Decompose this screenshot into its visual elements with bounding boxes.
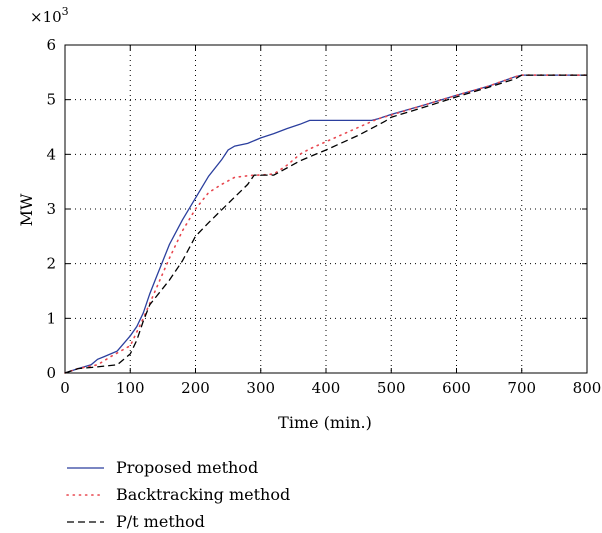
x-tick-label: 200 [181, 379, 210, 397]
y-exponent-base: ×10 [30, 8, 62, 26]
legend-label-2: Backtracking method [116, 485, 290, 504]
x-tick-label: 500 [377, 379, 406, 397]
x-tick-label: 100 [116, 379, 145, 397]
y-tick-label: 1 [46, 309, 56, 327]
series-line-2 [64, 74, 588, 374]
y-axis-label: MW [17, 193, 36, 226]
tick-layer: 0 100 200 300 400 500 600 700 800 0 1 2 3 4 5 6 [46, 36, 601, 397]
x-tick-label: 600 [442, 379, 471, 397]
x-axis-label: Time (min.) [278, 413, 372, 432]
grid [65, 45, 587, 373]
legend: Proposed method Backtracking method P/t me… [66, 458, 290, 531]
x-tick-label: 700 [507, 379, 536, 397]
y-exponent-power: 3 [62, 5, 69, 18]
series-line-1 [64, 74, 587, 374]
y-tick-label: 5 [46, 91, 56, 109]
legend-label-1: Proposed method [116, 458, 258, 477]
x-tick-label: 0 [60, 379, 70, 397]
y-tick-label: 2 [46, 255, 56, 273]
y-tick-label: 4 [46, 145, 56, 163]
y-tick-label: 3 [46, 200, 56, 218]
y-tick-label: 0 [46, 364, 56, 382]
x-tick-label: 800 [573, 379, 602, 397]
y-exponent-label: ×103 [30, 5, 69, 26]
series-line-3 [64, 74, 587, 374]
y-tick-label: 6 [46, 36, 56, 54]
series-layer [64, 74, 588, 374]
x-tick-label: 300 [246, 379, 275, 397]
legend-label-3: P/t method [116, 512, 205, 531]
x-tick-label: 400 [312, 379, 341, 397]
